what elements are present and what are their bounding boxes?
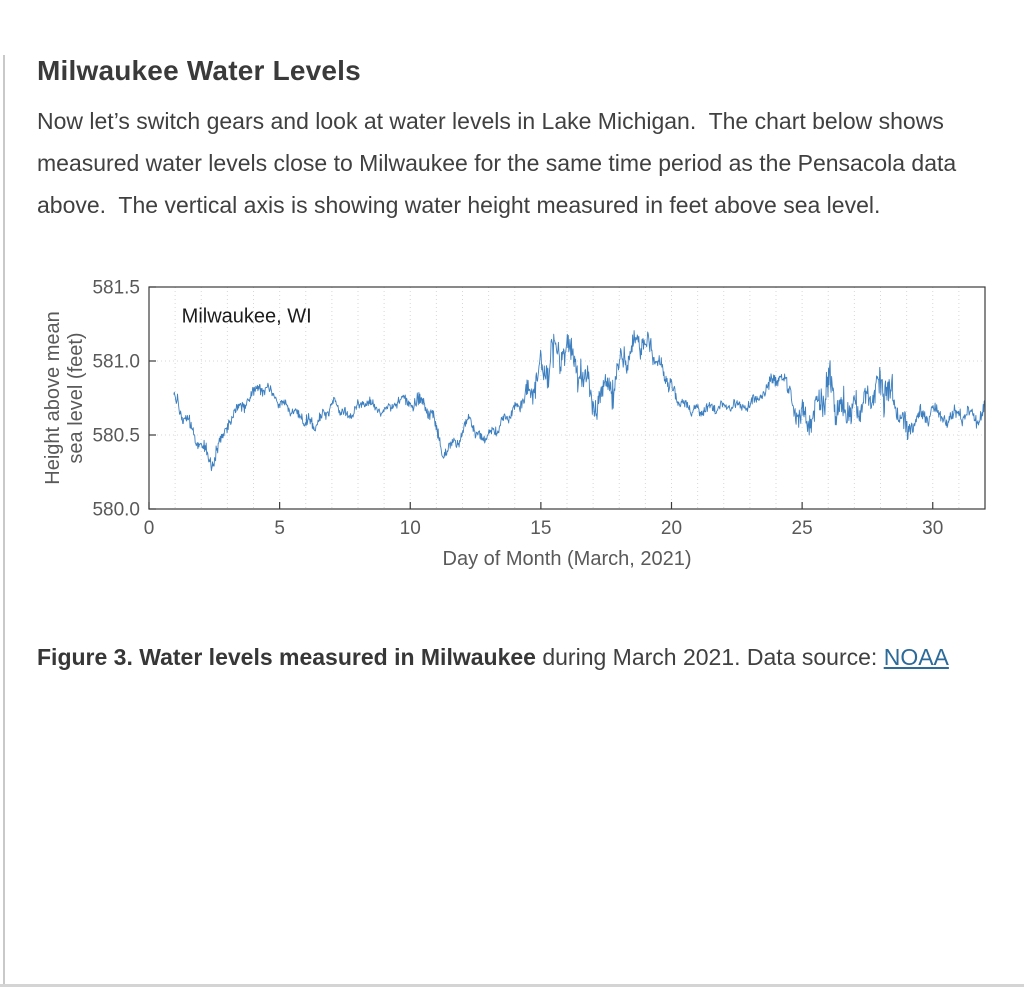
water-level-chart: 0 5 10 15 20 25 30 580.0 580.5 581.0 581.5 Day of M… xyxy=(42,277,986,570)
intro-paragraph: Now let’s switch gears and look at water… xyxy=(37,108,963,218)
x-tick-label: 5 xyxy=(274,518,285,539)
x-tick-label: 0 xyxy=(144,518,155,539)
y-axis-label: sea level (feet) xyxy=(65,332,87,463)
x-tick-label: 10 xyxy=(400,518,421,539)
x-axis-label: Day of Month (March, 2021) xyxy=(443,548,692,570)
page-title: Milwaukee Water Levels xyxy=(37,55,361,86)
x-tick-label: 30 xyxy=(922,518,943,539)
y-tick-label: 581.0 xyxy=(92,351,140,372)
caption-regular-text: during March 2021. Data source: xyxy=(535,643,884,670)
caption-bold-text: Figure 3. Water levels measured in Milwa… xyxy=(37,643,536,670)
y-tick-label: 580.5 xyxy=(92,425,140,446)
article: Milwaukee Water Levels Now let’s switch … xyxy=(0,55,1024,678)
x-tick-label: 25 xyxy=(792,518,813,539)
x-tick-label: 20 xyxy=(661,518,682,539)
figure-caption: Figure 3. Water levels measured in Milwa… xyxy=(37,637,984,678)
chart-inner-label: Milwaukee, WI xyxy=(182,305,312,327)
noaa-link[interactable]: NOAA xyxy=(883,643,949,670)
y-tick-label: 581.5 xyxy=(92,277,140,298)
window-edge-left xyxy=(3,55,5,987)
y-tick-label: 580.0 xyxy=(92,499,140,520)
plot-box xyxy=(148,285,986,510)
x-tick-label: 15 xyxy=(530,518,551,539)
data-line xyxy=(173,329,986,471)
y-axis-label: Height above mean xyxy=(42,311,64,484)
figure-3: 0 5 10 15 20 25 30 580.0 580.5 581.0 581.5 Day of M… xyxy=(37,273,986,573)
